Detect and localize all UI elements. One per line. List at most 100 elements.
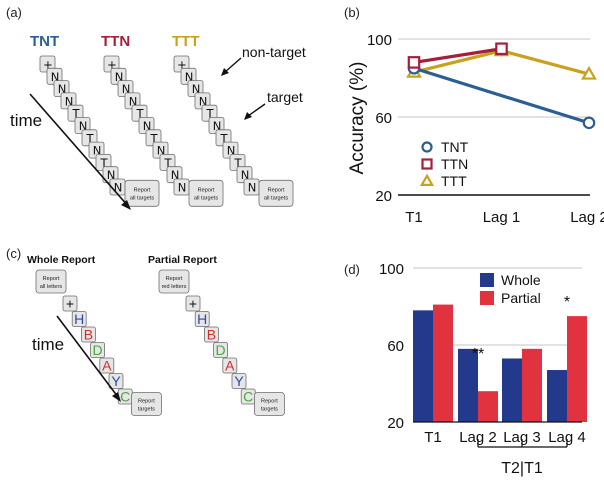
whole-report-title: Whole Report [27, 254, 96, 266]
annotation-nontarget: non-target [242, 44, 306, 60]
accuracy-line-chart: 20 60 100 T1 Lag 1 Lag 2 Accuracy (%) TNTTTN… [347, 32, 604, 226]
chart-d-xtick: Lag 4 [548, 429, 586, 446]
chart-b-gridlines [398, 38, 590, 118]
stream-letter: N [171, 168, 180, 182]
stream-letter: N [178, 181, 187, 195]
report-card-line1: Report [261, 399, 278, 405]
chart-b-ytick: 100 [367, 32, 392, 49]
fixation-cross: + [43, 58, 53, 72]
panel-label-d: (d) [344, 262, 360, 277]
chart-b-xtick: T1 [405, 209, 423, 226]
stream-letter: T [163, 156, 172, 170]
series-line-ttn [413, 47, 502, 64]
stream-letter: N [107, 168, 116, 182]
stream-letter: D [93, 342, 103, 358]
stream-letter: T [205, 107, 214, 121]
bar-whole-lag-2 [458, 348, 478, 422]
annotation-lag2: ** [472, 346, 484, 363]
report-card-line2: all targets [130, 195, 154, 201]
stream-letter: T [219, 131, 228, 145]
fixation-cross: + [189, 296, 197, 312]
stream-letter: N [129, 94, 138, 108]
bar-partial-lag-3 [522, 348, 542, 422]
cue-card-whole [35, 269, 67, 294]
target-arrow [247, 103, 266, 117]
cue-card-line1: Report [43, 276, 60, 282]
stream-card [90, 342, 105, 358]
stream-card [222, 357, 238, 374]
annotation-target: target [267, 89, 303, 105]
stream-letter: N [115, 70, 124, 84]
nontarget-arrow [224, 57, 242, 73]
chart-b-ytick: 20 [375, 188, 392, 205]
series-point-ttt [581, 65, 597, 80]
fixation-cross: + [177, 58, 187, 72]
chart-d-ytick: 60 [387, 338, 404, 355]
stream-letter: N [241, 168, 250, 182]
stream-card [213, 342, 229, 358]
bar-whole-lag-3 [502, 358, 522, 422]
series-point-tnt [582, 116, 596, 130]
time-arrow-c [56, 315, 119, 398]
cue-card-partial [158, 269, 190, 294]
stream-letter: N [58, 82, 67, 96]
stream-letter: Y [111, 373, 121, 389]
stream-card [108, 373, 124, 389]
stream-card [81, 326, 96, 343]
stream-letter: A [225, 358, 235, 374]
stream-letter: T [233, 156, 242, 170]
chart-d-ytick: 100 [379, 261, 404, 278]
report-card-partial [253, 392, 285, 416]
stream-card [231, 373, 247, 389]
stream-letter: N [157, 144, 166, 158]
chart-d-ytick-labels: 20 60 100 [379, 261, 404, 432]
report-card-line2: targets [261, 407, 278, 413]
report-card-line1: Report [268, 187, 285, 193]
annotation-lag4: * [564, 294, 570, 311]
legend-swatch-partial [480, 291, 494, 305]
chart-d-legend: Whole Partial [480, 272, 541, 306]
report-card-whole [130, 392, 162, 416]
panel-label-a: (a) [6, 5, 22, 20]
stream-letter: N [192, 82, 201, 96]
series-point-ttn [407, 56, 421, 69]
stream-letter: N [143, 119, 152, 133]
time-arrow-a [29, 93, 129, 207]
chart-d-xtick: Lag 3 [503, 429, 541, 446]
legend-label-whole: Whole [501, 272, 541, 288]
stream-letter: N [79, 119, 88, 133]
fixation-cross: + [66, 296, 74, 312]
stream-letter: D [216, 342, 226, 358]
legend-swatch-whole [480, 273, 494, 287]
stream-letter: N [213, 119, 222, 133]
stream-card [99, 357, 115, 374]
cue-card-line1: Report [166, 276, 183, 282]
report-card-line1: Report [134, 187, 151, 193]
cue-card-line2: all letters [40, 284, 63, 290]
legend-label-partial: Partial [501, 290, 541, 306]
chart-b-series [406, 42, 597, 130]
time-arrowhead-c [112, 392, 121, 402]
report-card-line2: all targets [194, 195, 218, 201]
condition-label-ttn: TTN [101, 33, 130, 50]
chart-b-ytick: 60 [375, 110, 392, 127]
report-card [258, 179, 294, 207]
stream-card [185, 295, 201, 312]
legend-label-ttn: TTN [441, 156, 468, 172]
panel-label-c: (c) [6, 246, 21, 261]
chart-d-xtick: Lag 2 [459, 429, 497, 446]
chart-b-xtick: Lag 1 [483, 209, 521, 226]
stream-letter: A [102, 358, 112, 374]
report-card-line1: Report [198, 187, 215, 193]
group-label: T2|T1 [501, 460, 543, 477]
bar-partial-lag-2 [478, 391, 498, 422]
stream-letter: H [74, 311, 84, 327]
report-card [124, 179, 160, 207]
stream-letter: B [207, 327, 216, 343]
legend-marker-tnt [421, 141, 433, 153]
stream-card [62, 295, 78, 312]
stream-letter: N [227, 144, 236, 158]
